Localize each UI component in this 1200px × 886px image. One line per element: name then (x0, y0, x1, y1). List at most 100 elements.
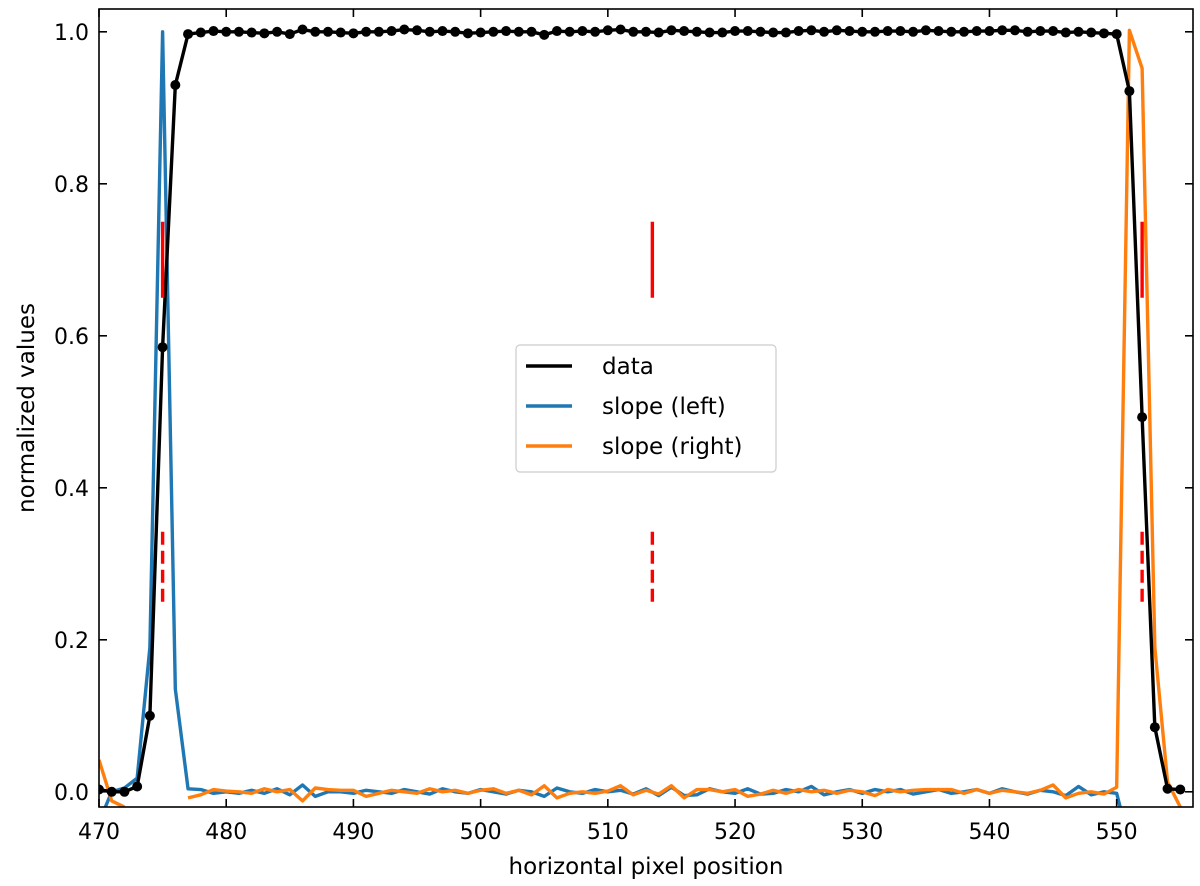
data-point (1048, 26, 1059, 37)
data-point (895, 26, 906, 37)
data-point (755, 26, 766, 37)
data-point (424, 26, 435, 37)
y-tick-label: 1.0 (54, 21, 89, 46)
plot-frame (98, 8, 1194, 808)
data-point (132, 781, 143, 792)
data-point (602, 25, 613, 36)
data-point (1098, 28, 1109, 39)
data-point (144, 710, 155, 721)
y-tick-label: 0.2 (54, 629, 89, 654)
data-point (1009, 25, 1020, 36)
y-axis-label: normalized values (14, 303, 40, 513)
data-point (183, 29, 194, 40)
series-line-slope-right (99, 28, 1182, 807)
data-point (412, 25, 423, 36)
data-point (106, 786, 117, 797)
data-point (666, 25, 677, 36)
data-point (157, 342, 168, 353)
data-point (908, 26, 919, 37)
tick-layer: 470 480 490 500 510 520 530 540 550 0.0 0.2 0.4 0.6 0… (54, 9, 1193, 845)
data-point (679, 26, 690, 37)
series-layer (99, 24, 1186, 807)
data-point (551, 26, 562, 37)
data-point (1162, 783, 1173, 794)
data-point (233, 26, 244, 37)
data-point (768, 27, 779, 38)
legend-label: slope (right) (602, 434, 743, 460)
data-point (844, 26, 855, 37)
legend-label: data (602, 354, 654, 380)
data-point (475, 27, 486, 38)
data-point (373, 26, 384, 37)
data-point (882, 26, 893, 37)
data-point (653, 27, 664, 38)
data-point (488, 26, 499, 37)
x-tick-label: 470 (78, 820, 120, 845)
data-point (539, 29, 550, 40)
legend-item-slope-right: slope (right) (526, 434, 743, 460)
data-point (984, 26, 995, 37)
legend: data slope (left) slope (right) (515, 344, 777, 473)
data-point (1137, 412, 1148, 423)
data-point (259, 28, 270, 39)
data-point (590, 26, 601, 37)
legend-label: slope (left) (602, 394, 726, 420)
data-point (386, 26, 397, 37)
data-point (742, 26, 753, 37)
data-point (780, 27, 791, 38)
x-tick-label: 480 (205, 820, 247, 845)
data-point (628, 26, 639, 37)
data-point (641, 26, 651, 37)
data-point (1124, 86, 1135, 97)
data-point (335, 27, 346, 38)
annotation-layer (160, 221, 1144, 602)
data-point (310, 26, 321, 37)
data-point (933, 26, 944, 37)
x-tick-label: 540 (968, 820, 1010, 845)
data-point (399, 24, 410, 35)
data-point (806, 25, 817, 36)
x-tick-label: 500 (460, 820, 502, 845)
data-point (691, 26, 702, 37)
data-point (1022, 26, 1033, 37)
data-point (221, 26, 232, 37)
data-point (361, 26, 372, 37)
data-point (1111, 29, 1122, 40)
data-point (501, 26, 512, 37)
data-point (857, 26, 868, 37)
data-point (717, 27, 728, 38)
y-tick-label: 0.0 (54, 781, 89, 806)
x-tick-label: 550 (1096, 820, 1138, 845)
data-point (170, 80, 181, 90)
data-point (869, 26, 880, 37)
data-point (831, 25, 842, 36)
legend-item-data: data (526, 354, 654, 380)
data-point (1175, 784, 1186, 795)
data-point (971, 26, 982, 37)
data-point (920, 25, 931, 36)
data-point (284, 29, 295, 40)
data-point (208, 26, 219, 37)
data-point (577, 26, 588, 37)
x-tick-label: 520 (714, 820, 756, 845)
legend-box (515, 344, 777, 473)
data-point (195, 27, 206, 38)
data-point (1086, 27, 1097, 38)
y-tick-label: 0.4 (54, 477, 89, 502)
data-point (564, 26, 575, 37)
data-point (730, 26, 741, 37)
series-slope-right (99, 28, 1182, 807)
data-point (1149, 722, 1160, 733)
y-tick-label: 0.6 (54, 325, 89, 350)
series-data (99, 24, 1186, 797)
x-tick-label: 490 (332, 820, 374, 845)
data-point (997, 25, 1008, 36)
x-axis-label: horizontal pixel position (509, 854, 784, 880)
data-point (246, 27, 257, 38)
data-point (348, 28, 359, 39)
legend-item-slope-left: slope (left) (526, 394, 726, 420)
data-point (793, 26, 804, 37)
data-point (1060, 27, 1071, 38)
data-point (704, 27, 715, 38)
x-tick-label: 530 (841, 820, 883, 845)
